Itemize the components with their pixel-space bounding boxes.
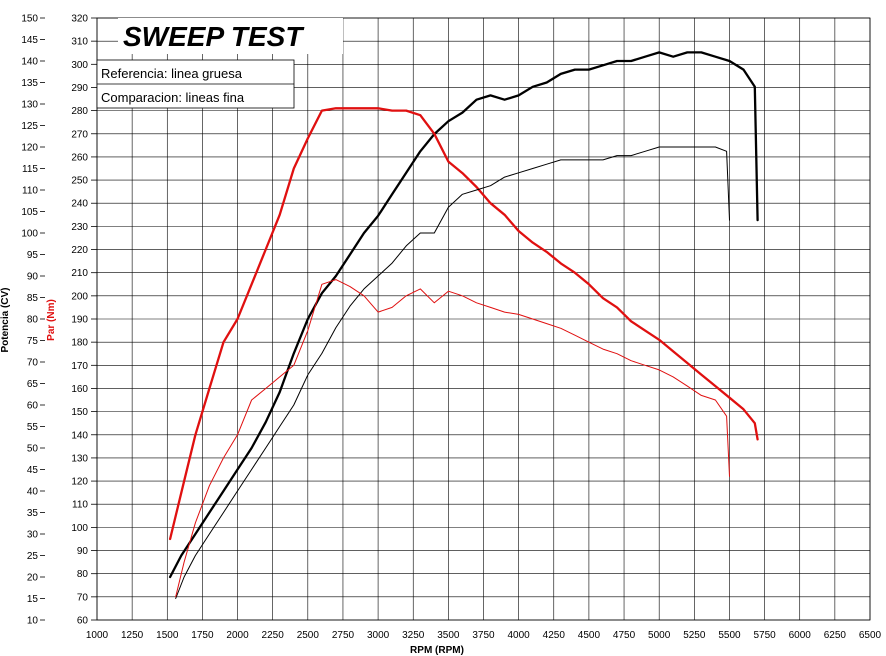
power-tick-label: 40 bbox=[27, 487, 39, 498]
torque-tick-label: 250 bbox=[71, 176, 88, 187]
torque-tick-label: 150 bbox=[71, 407, 88, 418]
torque-tick-label: 100 bbox=[71, 523, 88, 534]
power-tick-label: 145 bbox=[21, 35, 38, 46]
torque-tick-label: 160 bbox=[71, 384, 88, 395]
x-tick-label: 1750 bbox=[191, 630, 214, 641]
torque-tick-label: 130 bbox=[71, 453, 88, 464]
torque-tick-label: 280 bbox=[71, 106, 88, 117]
torque-tick-label: 120 bbox=[71, 477, 88, 488]
power-tick-label: 100 bbox=[21, 229, 38, 240]
torque-tick-label: 320 bbox=[71, 14, 88, 25]
torque-tick-label: 80 bbox=[77, 569, 89, 580]
torque-thick-line bbox=[168, 107, 759, 541]
legend-entry-comparison: Comparacion: lineas fina bbox=[101, 90, 245, 105]
x-tick-label: 4250 bbox=[543, 630, 566, 641]
power-tick-label: 140 bbox=[21, 57, 38, 68]
power-tick-label: 70 bbox=[27, 358, 39, 369]
power-tick-label: 60 bbox=[27, 401, 39, 412]
x-tick-label: 5000 bbox=[648, 630, 671, 641]
x-tick-label: 4750 bbox=[613, 630, 636, 641]
torque-tick-label: 230 bbox=[71, 222, 88, 233]
power-tick-label: 25 bbox=[27, 551, 39, 562]
x-tick-label: 6000 bbox=[789, 630, 812, 641]
power-tick-label: 35 bbox=[27, 508, 39, 519]
power-tick-label: 75 bbox=[27, 336, 39, 347]
x-tick-label: 5250 bbox=[683, 630, 706, 641]
power-tick-label: 15 bbox=[27, 594, 39, 605]
x-tick-label: 3250 bbox=[402, 630, 425, 641]
torque-tick-label: 110 bbox=[72, 500, 88, 511]
power-tick-label: 120 bbox=[21, 143, 38, 154]
torque-tick-label: 170 bbox=[71, 361, 88, 372]
torque-tick-label: 70 bbox=[77, 592, 89, 603]
power-thin-line bbox=[175, 146, 730, 599]
y-axis-title-power: Potencia (CV) bbox=[0, 287, 11, 352]
torque-tick-label: 140 bbox=[71, 430, 88, 441]
x-tick-label: 6500 bbox=[859, 630, 882, 641]
torque-tick-label: 260 bbox=[71, 152, 88, 163]
y-axis-title-torque: Par (Nm) bbox=[46, 299, 57, 341]
power-tick-label: 105 bbox=[21, 207, 38, 218]
power-tick-label: 45 bbox=[27, 465, 39, 476]
legend-entry-reference: Referencia: linea gruesa bbox=[101, 66, 243, 81]
torque-tick-label: 240 bbox=[71, 199, 88, 210]
torque-tick-label: 300 bbox=[71, 60, 88, 71]
torque-tick-label: 90 bbox=[77, 546, 89, 557]
x-tick-label: 2250 bbox=[262, 630, 285, 641]
grid-layer bbox=[96, 17, 871, 621]
power-tick-label: 130 bbox=[21, 100, 38, 111]
x-tick-label: 1000 bbox=[86, 630, 109, 641]
power-tick-label: 20 bbox=[27, 573, 39, 584]
power-tick-label: 110 bbox=[22, 186, 38, 197]
x-tick-label: 3500 bbox=[437, 630, 460, 641]
power-tick-label: 50 bbox=[27, 444, 39, 455]
power-tick-label: 95 bbox=[27, 250, 39, 261]
x-tick-label: 5500 bbox=[718, 630, 741, 641]
x-axis-title: RPM (RPM) bbox=[410, 645, 464, 656]
torque-tick-label: 200 bbox=[71, 291, 88, 302]
x-tick-label: 4500 bbox=[578, 630, 601, 641]
power-tick-label: 90 bbox=[27, 272, 39, 283]
torque-thin-line bbox=[175, 279, 730, 598]
power-tick-label: 85 bbox=[27, 293, 39, 304]
chart-title: SWEEP TEST bbox=[123, 21, 305, 52]
x-tick-label: 2500 bbox=[297, 630, 320, 641]
torque-tick-label: 220 bbox=[71, 245, 88, 256]
x-tick-label: 6250 bbox=[824, 630, 847, 641]
title-background bbox=[118, 18, 343, 54]
power-tick-label: 125 bbox=[21, 121, 38, 132]
torque-tick-label: 190 bbox=[71, 315, 88, 326]
power-tick-label: 150 bbox=[21, 14, 38, 25]
power-tick-label: 30 bbox=[27, 530, 39, 541]
torque-tick-label: 310 bbox=[71, 37, 88, 48]
power-tick-label: 115 bbox=[22, 164, 38, 175]
power-thick-line bbox=[168, 51, 759, 579]
torque-tick-label: 290 bbox=[71, 83, 88, 94]
torque-tick-label: 210 bbox=[71, 268, 88, 279]
x-tick-label: 1250 bbox=[121, 630, 144, 641]
ticks-layer: 1000 1250 1500 1750 2000 2250 2500 2750 3000 3250… bbox=[21, 14, 881, 642]
torque-tick-label: 60 bbox=[77, 616, 89, 627]
power-tick-label: 135 bbox=[21, 78, 38, 89]
power-tick-label: 65 bbox=[27, 379, 39, 390]
x-tick-label: 2000 bbox=[226, 630, 249, 641]
x-tick-label: 4000 bbox=[508, 630, 531, 641]
power-tick-label: 10 bbox=[27, 616, 39, 627]
series-layer bbox=[168, 51, 759, 599]
x-tick-label: 5750 bbox=[753, 630, 776, 641]
torque-tick-label: 180 bbox=[71, 338, 88, 349]
x-tick-label: 1500 bbox=[156, 630, 179, 641]
torque-tick-label: 270 bbox=[71, 129, 88, 140]
x-tick-label: 3000 bbox=[367, 630, 390, 641]
power-tick-label: 80 bbox=[27, 315, 39, 326]
x-tick-label: 3750 bbox=[472, 630, 495, 641]
power-tick-label: 55 bbox=[27, 422, 39, 433]
x-tick-label: 2750 bbox=[332, 630, 355, 641]
